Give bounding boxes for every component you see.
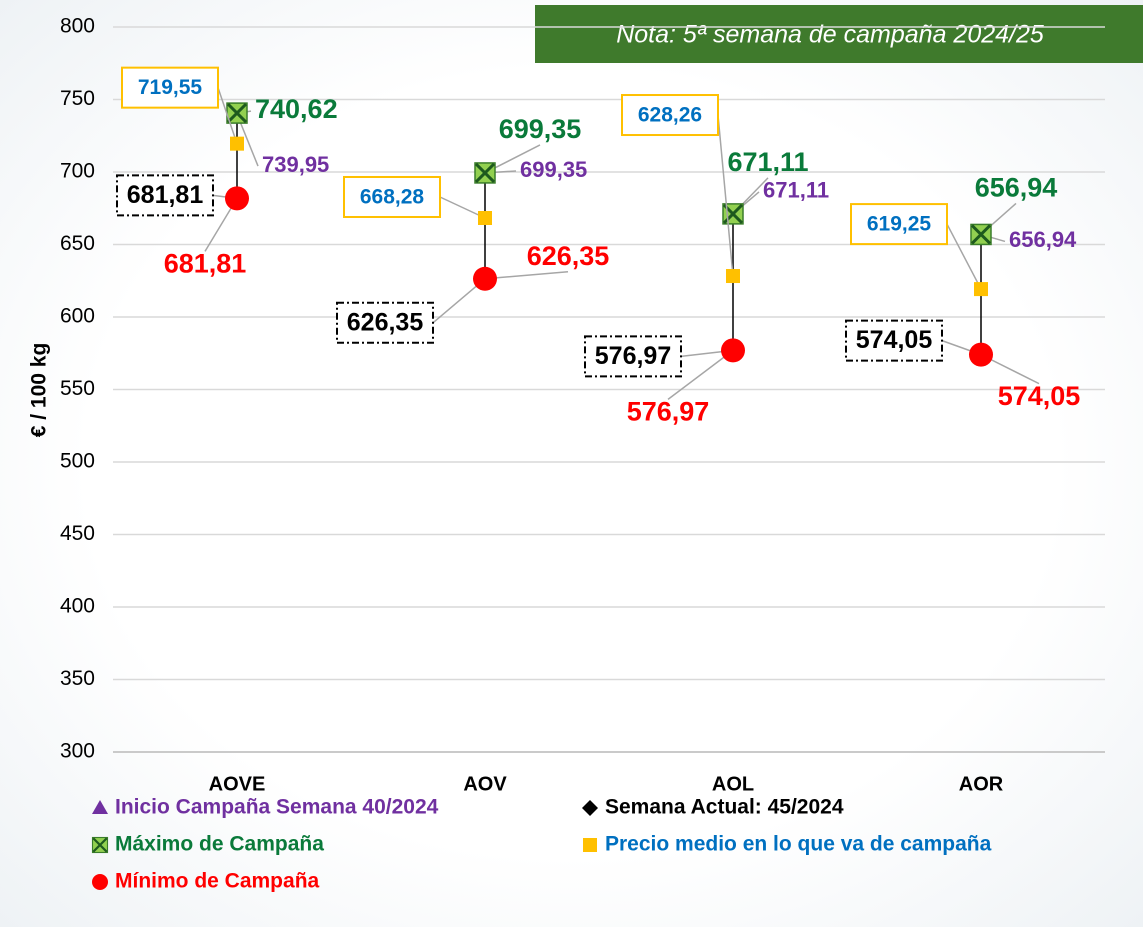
legend-item: Precio medio en lo que va de campaña (583, 833, 992, 856)
avg-marker (974, 282, 988, 297)
leader-line (946, 223, 982, 290)
x-tick-label: AOVE (209, 773, 266, 795)
data-label: 576,97 (595, 342, 671, 370)
data-label: 656,94 (1009, 227, 1077, 252)
max-marker (474, 162, 496, 184)
legend-item: Máximo de Campaña (91, 833, 324, 856)
y-tick-label: 600 (60, 305, 95, 328)
data-label: 668,28 (360, 186, 425, 209)
legend-label: Inicio Campaña Semana 40/2024 (115, 796, 439, 819)
data-label: 576,97 (627, 397, 710, 427)
min-marker (92, 874, 108, 890)
data-label: 626,35 (527, 241, 610, 271)
y-tick-label: 450 (60, 522, 95, 545)
data-label: 619,25 (867, 213, 932, 236)
avg-label-box (121, 66, 219, 109)
min-marker (969, 342, 993, 367)
data-label: 628,26 (638, 104, 702, 127)
leader-line (717, 114, 734, 277)
data-label: 671,11 (763, 178, 829, 203)
annotation: Nota: 5ª semana de campaña 2024/25 (616, 21, 1044, 49)
y-tick-label: 550 (60, 377, 95, 400)
y-tick-label: 700 (60, 160, 95, 183)
data-label: 681,81 (127, 181, 204, 209)
data-label: 574,05 (856, 326, 933, 354)
legend-item: Semana Actual: 45/2024 (582, 796, 844, 819)
min-marker (473, 266, 497, 291)
current-label-box (584, 335, 682, 378)
data-label: 681,81 (164, 249, 247, 279)
current-label-box (845, 319, 943, 362)
max-marker-cross (474, 162, 496, 184)
triangle-marker (92, 800, 108, 814)
max-marker (91, 836, 109, 854)
y-tick-label: 800 (60, 15, 95, 38)
data-label: 574,05 (998, 381, 1081, 411)
x-tick-label: AOV (463, 773, 507, 795)
legend-label: Mínimo de Campaña (115, 870, 320, 893)
data-label: 656,94 (975, 173, 1058, 203)
legend-label: Máximo de Campaña (115, 833, 324, 856)
leader-line (217, 87, 238, 144)
data-label: 671,11 (727, 147, 808, 177)
y-tick-label: 400 (60, 595, 95, 618)
legend-item: Inicio Campaña Semana 40/2024 (92, 796, 439, 819)
avg-marker (230, 136, 244, 151)
x-tick-label: AOL (712, 773, 754, 795)
max-marker-cross (970, 224, 992, 245)
y-axis-label: € / 100 kg (28, 343, 51, 438)
max-marker-cross (226, 103, 248, 124)
leader-line (439, 196, 486, 219)
current-label-box (336, 301, 434, 344)
data-label: 719,55 (138, 76, 203, 99)
data-label: 626,35 (347, 308, 424, 336)
avg-marker (726, 269, 740, 284)
y-tick-label: 750 (60, 87, 95, 110)
legend-item: Mínimo de Campaña (92, 870, 320, 893)
data-label: 739,95 (262, 152, 329, 177)
avg-label-box (343, 175, 441, 218)
data-label: 699,35 (499, 114, 582, 144)
y-tick-label: 350 (60, 667, 95, 690)
legend-label: Precio medio en lo que va de campaña (605, 833, 992, 856)
avg-label-box (621, 94, 719, 137)
data-label: 740,62 (255, 94, 338, 124)
max-marker (226, 102, 248, 124)
x-tick-label: AOR (959, 773, 1004, 795)
legend-label: Semana Actual: 45/2024 (605, 796, 844, 819)
data-label: 699,35 (520, 157, 587, 182)
min-marker (721, 338, 745, 363)
current-label-box (116, 174, 214, 217)
leader-line (484, 271, 569, 280)
y-tick-label: 300 (60, 740, 95, 763)
annotation-box (535, 5, 1143, 63)
avg-label-box (850, 203, 948, 246)
leader-line (667, 349, 734, 400)
avg-marker (478, 210, 492, 225)
min-marker (225, 186, 249, 211)
y-tick-label: 500 (60, 450, 95, 473)
y-tick-label: 650 (60, 232, 95, 255)
diamond-marker (582, 800, 598, 816)
avg-marker (583, 838, 597, 852)
max-marker-cross (92, 837, 108, 853)
max-marker (970, 223, 992, 246)
